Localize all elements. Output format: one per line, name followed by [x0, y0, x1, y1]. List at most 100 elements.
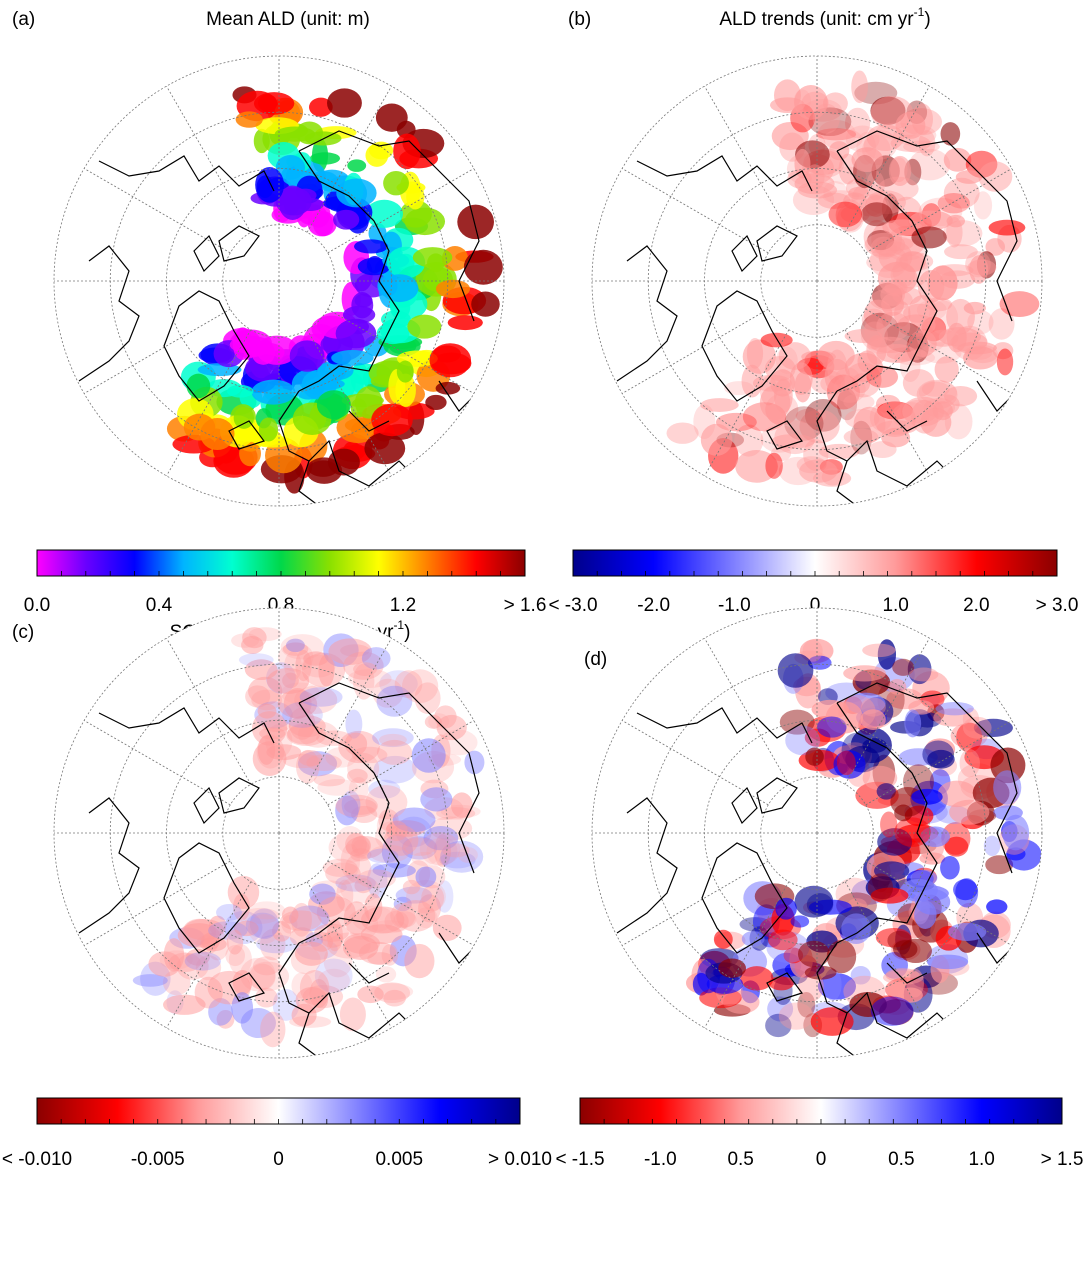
- field-patch: [939, 270, 976, 289]
- field-patch: [940, 122, 961, 146]
- field-patch: [804, 399, 842, 432]
- field-patch: [429, 343, 472, 378]
- field-patch: [938, 327, 981, 347]
- field-patch: [876, 311, 911, 342]
- field-patch: [281, 906, 299, 924]
- field-patch: [245, 685, 271, 708]
- field-patch: [327, 448, 360, 476]
- coastline: [836, 682, 1018, 874]
- field-patch: [379, 733, 407, 746]
- field-patch: [241, 635, 264, 655]
- field-patch: [808, 899, 852, 915]
- colorbar-label: 0.4: [146, 595, 173, 616]
- field-patch: [343, 901, 370, 935]
- field-patch: [924, 297, 953, 312]
- field-patch: [823, 180, 848, 204]
- field-patch: [347, 669, 392, 688]
- field-patch: [849, 991, 887, 1017]
- field-patch: [231, 633, 260, 648]
- field-patch: [988, 219, 1026, 236]
- field-patch: [162, 969, 191, 996]
- field-patch: [785, 725, 821, 756]
- field-patch: [843, 665, 886, 682]
- field-patch: [227, 875, 260, 909]
- field-patch: [818, 443, 860, 460]
- field-patch: [168, 952, 201, 973]
- field-patch: [759, 385, 791, 420]
- field-patch: [376, 322, 410, 345]
- meridian: [844, 881, 930, 1029]
- field-patch: [251, 340, 276, 365]
- field-patch: [383, 170, 409, 196]
- meridian: [621, 860, 769, 946]
- field-patch: [371, 403, 413, 437]
- field-patch: [285, 638, 305, 653]
- field-patch: [396, 120, 416, 139]
- field-patch: [864, 232, 906, 258]
- field-patch: [861, 202, 893, 227]
- colorbar-label: 0: [810, 595, 821, 616]
- meridian: [844, 329, 930, 477]
- field-patch: [289, 905, 330, 932]
- field-patch: [208, 998, 233, 1026]
- map: [592, 56, 1042, 506]
- field-patch: [760, 332, 793, 348]
- field-patch: [926, 954, 969, 970]
- coastline: [228, 972, 265, 1002]
- coastline: [756, 225, 798, 262]
- field-patch: [850, 966, 871, 985]
- field-patch: [962, 716, 992, 739]
- coastline: [228, 420, 265, 450]
- field-patch: [283, 753, 321, 769]
- field-patch: [988, 308, 1015, 340]
- field-patch: [862, 643, 896, 658]
- colorbar-label: 1.0: [968, 1149, 994, 1170]
- field-patch: [259, 929, 286, 961]
- field-patch: [374, 982, 411, 1004]
- field-patch: [790, 915, 810, 928]
- field-patch: [870, 887, 909, 904]
- field-patch: [385, 820, 408, 842]
- coastline: [78, 797, 140, 934]
- field-patch: [789, 362, 813, 395]
- meridian: [306, 85, 392, 233]
- panel: (c)SCE trend (unit: fraction yr-1)< -0.0…: [2, 607, 552, 1170]
- field-patch: [395, 886, 432, 904]
- field-patch: [817, 716, 847, 738]
- field-patch: [969, 255, 989, 284]
- field-patch: [464, 750, 485, 775]
- field-patch: [837, 387, 858, 421]
- meridian: [844, 637, 930, 785]
- field-patch: [838, 694, 876, 729]
- field-patch: [983, 835, 1001, 857]
- field-patch: [426, 838, 452, 866]
- coastline: [298, 702, 400, 944]
- field-patch: [805, 164, 825, 191]
- field-patch: [435, 279, 471, 299]
- field-patch: [132, 974, 168, 987]
- field-patch: [794, 173, 835, 195]
- colorbar-label: > 1.5: [1041, 1149, 1084, 1170]
- colorbar-label: 0.5: [727, 1149, 753, 1170]
- field-patch: [228, 943, 252, 976]
- colorbar-label: < -0.010: [2, 1149, 72, 1170]
- field-patch: [163, 994, 206, 1015]
- meridian: [83, 308, 231, 394]
- field-patch: [911, 226, 947, 249]
- field-patch: [287, 723, 321, 745]
- field-patch: [879, 999, 914, 1026]
- field-patch: [432, 914, 462, 942]
- meridian: [166, 637, 252, 785]
- field-patch: [342, 305, 376, 324]
- field-patch: [279, 910, 322, 931]
- field-patch: [280, 634, 325, 660]
- field-patch: [361, 906, 405, 934]
- meridian: [865, 860, 1013, 946]
- field-patch: [404, 207, 446, 236]
- field-patch: [297, 751, 338, 777]
- coastline: [193, 786, 220, 825]
- field-patch: [700, 423, 733, 456]
- field-patch: [343, 935, 379, 960]
- field-patch: [880, 283, 905, 307]
- field-patch: [812, 103, 840, 134]
